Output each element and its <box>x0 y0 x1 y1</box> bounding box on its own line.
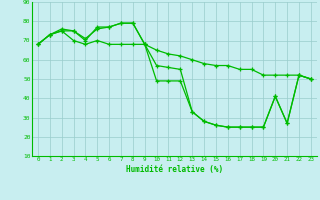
X-axis label: Humidité relative (%): Humidité relative (%) <box>126 165 223 174</box>
